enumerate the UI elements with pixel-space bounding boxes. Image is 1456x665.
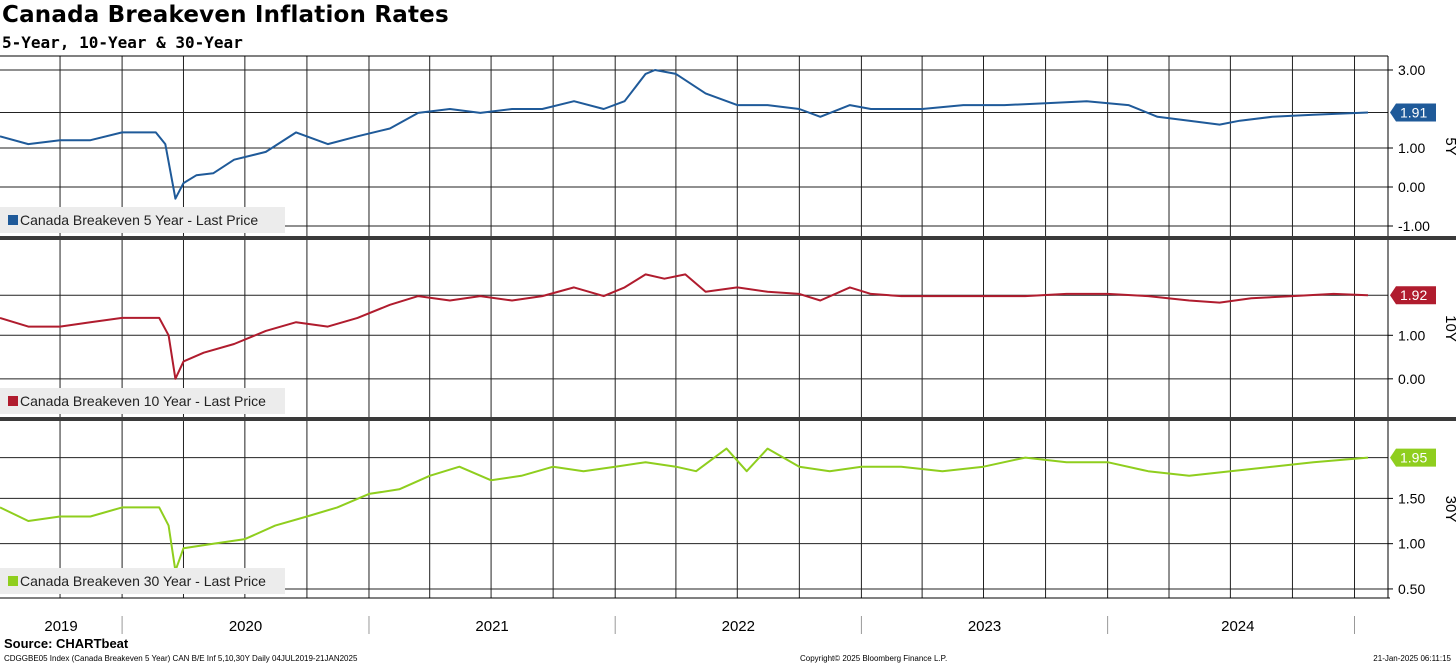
last-value-badge — [1390, 103, 1436, 122]
chart-subtitle: 5-Year, 10-Year & 30-Year — [2, 33, 243, 52]
footer-index-info: CDGGBE05 Index (Canada Breakeven 5 Year)… — [4, 654, 358, 663]
footer-timestamp: 21-Jan-2025 06:11:15 — [1373, 654, 1451, 663]
panel-5y: 3.00 1.00 0.00 -1.00 1.91 5Y Canada Breakeven … — [0, 56, 1456, 237]
axis-label-30y: 30Y — [1442, 496, 1456, 523]
last-value-label: 1.95 — [1400, 450, 1427, 466]
legend-swatch — [8, 215, 18, 225]
y-tick-label: 1.00 — [1398, 140, 1425, 156]
legend-label: Canada Breakeven 5 Year - Last Price — [20, 212, 258, 228]
series-line-10y — [0, 273, 1369, 380]
source-note: Source: CHARTbeat — [4, 636, 129, 651]
last-value-label: 1.91 — [1400, 105, 1427, 121]
y-tick-label: 0.00 — [1398, 371, 1425, 387]
last-value-badge — [1390, 286, 1436, 305]
panel-30y: 1.50 1.00 0.50 1.95 30Y Canada Breakeven 30 Y… — [0, 420, 1456, 598]
y-tick-label: 1.50 — [1398, 490, 1425, 506]
x-year-label: 2020 — [229, 618, 262, 635]
x-year-label: 2022 — [722, 618, 755, 635]
axis-label-5y: 5Y — [1442, 137, 1456, 155]
y-tick-label: 0.00 — [1398, 179, 1425, 195]
legend-swatch — [8, 396, 18, 406]
footer-copyright: Copyright© 2025 Bloomberg Finance L.P. — [800, 654, 948, 663]
x-year-label: 2023 — [968, 618, 1001, 635]
y-tick-label: 0.50 — [1398, 581, 1425, 597]
legend-label: Canada Breakeven 10 Year - Last Price — [20, 393, 266, 409]
y-tick-label: 1.00 — [1398, 327, 1425, 343]
axis-label-10y: 10Y — [1442, 315, 1456, 342]
panel-separator — [0, 417, 1456, 421]
y-tick-label: -1.00 — [1398, 218, 1430, 234]
panel-separator — [0, 236, 1456, 240]
legend-box — [0, 207, 285, 233]
legend-label: Canada Breakeven 30 Year - Last Price — [20, 573, 266, 589]
y-tick-label: 3.00 — [1398, 62, 1425, 78]
series-line-30y — [0, 447, 1369, 572]
last-value-badge — [1390, 448, 1436, 467]
legend-swatch — [8, 576, 18, 586]
x-year-label: 2024 — [1221, 618, 1254, 635]
series-line-5y — [0, 69, 1369, 200]
y-tick-label: 1.00 — [1398, 536, 1425, 552]
x-year-label: 2019 — [44, 618, 77, 635]
legend-box — [0, 568, 285, 594]
panel-10y: 1.00 0.00 1.92 10Y Canada Breakeven 10 Year … — [0, 239, 1456, 418]
legend-box — [0, 388, 285, 414]
chart-title: Canada Breakeven Inflation Rates — [2, 2, 449, 28]
last-value-label: 1.92 — [1400, 287, 1427, 303]
x-year-label: 2021 — [475, 618, 508, 635]
